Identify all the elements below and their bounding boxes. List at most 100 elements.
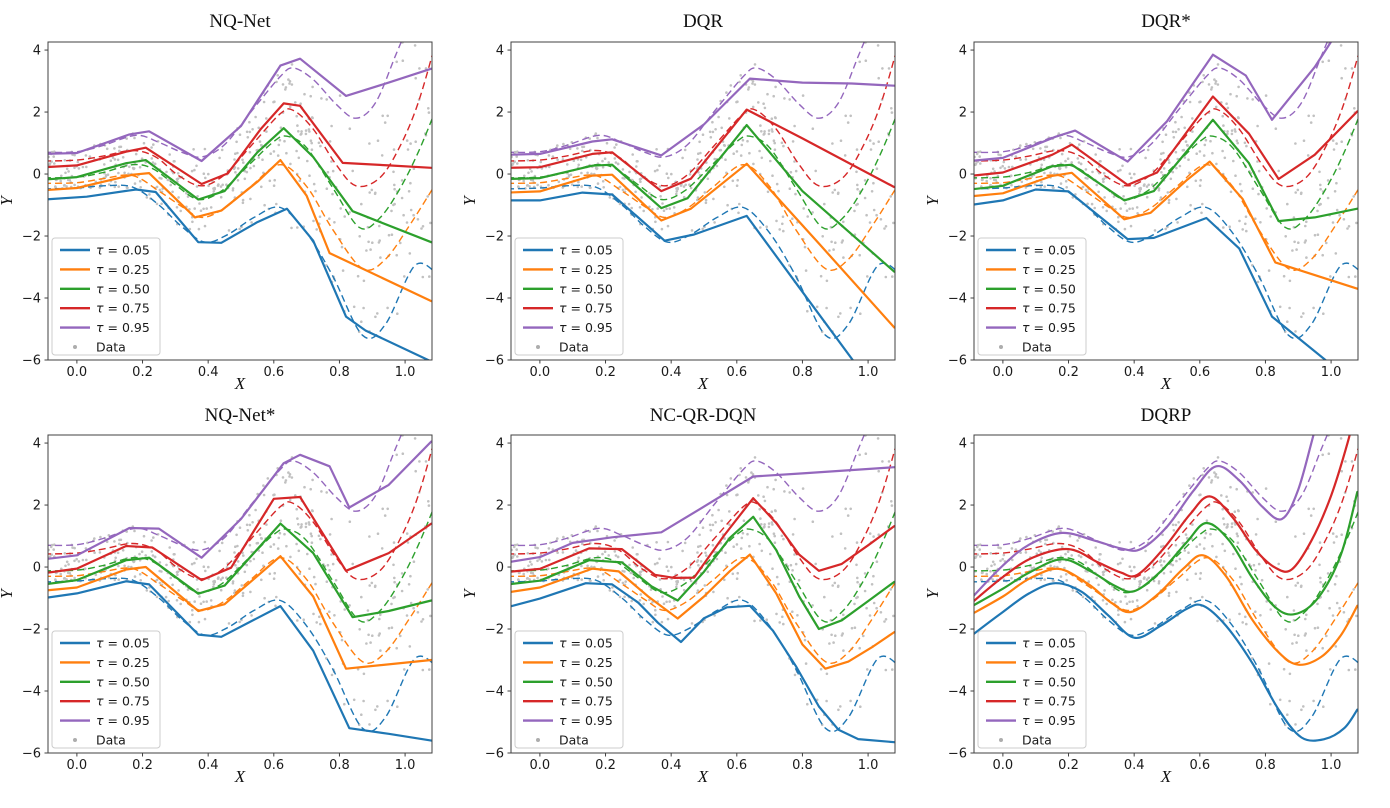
y-tick-label: −2 — [22, 623, 41, 638]
legend-label-data: Data — [1022, 340, 1052, 355]
y-tick-label: 2 — [959, 106, 967, 121]
x-tick-label: 0.4 — [661, 365, 682, 380]
x-axis-label: X — [697, 374, 709, 393]
panel-nq-net: NQ-Net 0.0 0.2 0.4 0.6 0.8 1.0 4 2 0 −2 −4 −6 X Yτ = 0… — [0, 11, 433, 393]
data-points — [511, 435, 895, 727]
true-line-q75 — [48, 53, 432, 188]
legend-label-q75: τ = 0.75 — [559, 694, 613, 709]
y-axis: 4 2 0 −2 −4 −6 — [485, 437, 511, 762]
x-tick-label: 0.6 — [1189, 758, 1210, 773]
x-tick-label: 0.8 — [792, 365, 813, 380]
panel-title: DQR* — [1141, 11, 1191, 32]
x-tick-label: 1.0 — [1321, 365, 1342, 380]
legend-label-q75: τ = 0.75 — [1022, 301, 1076, 316]
legend-label-q25: τ = 0.25 — [559, 262, 613, 277]
y-tick-label: 0 — [959, 168, 967, 183]
fitted-quantile-curves — [974, 42, 1358, 360]
y-tick-label: 4 — [33, 44, 41, 59]
fitted-line-q75 — [48, 495, 432, 582]
true-line-q95 — [511, 42, 865, 158]
x-tick-label: 0.2 — [595, 758, 616, 773]
axes-spines — [47, 434, 433, 754]
fitted-line-q25 — [974, 554, 1358, 666]
y-tick-label: 2 — [33, 106, 41, 121]
y-axis-label: Y — [926, 195, 942, 206]
true-line-q05 — [974, 577, 1358, 733]
x-tick-label: 0.0 — [530, 758, 551, 773]
fitted-line-q95 — [48, 440, 432, 560]
fitted-quantile-curves — [48, 440, 432, 742]
legend-label-q95: τ = 0.95 — [559, 713, 613, 728]
fitted-line-q95 — [974, 435, 1315, 598]
fitted-line-q95 — [511, 77, 895, 157]
x-tick-label: 0.0 — [993, 365, 1014, 380]
y-tick-label: −6 — [22, 747, 41, 762]
legend: τ = 0.05 τ = 0.25 τ = 0.50 τ = 0.75 τ = 0.95… — [514, 237, 624, 356]
legend-label-data: Data — [1022, 733, 1052, 748]
x-tick-label: 0.6 — [726, 758, 747, 773]
y-tick-label: 4 — [33, 437, 41, 452]
x-tick-label: 0.8 — [329, 365, 350, 380]
fitted-line-q25 — [48, 555, 432, 670]
legend-label-q95: τ = 0.95 — [96, 713, 150, 728]
x-axis: 0.0 0.2 0.4 0.6 0.8 1.0 — [993, 753, 1341, 773]
true-line-q25 — [48, 556, 432, 664]
x-tick-label: 0.8 — [1255, 365, 1276, 380]
y-tick-label: 4 — [959, 44, 967, 59]
true-line-q95 — [511, 435, 865, 551]
x-axis-label: X — [1160, 374, 1172, 393]
legend-label-data: Data — [559, 340, 589, 355]
x-tick-label: 1.0 — [395, 758, 416, 773]
panel-dqrp: DQRP 0.0 0.2 0.4 0.6 0.8 1.0 4 2 0 −2 −4 −6 X Yτ = 0.0… — [926, 405, 1359, 786]
panel-title: DQR — [683, 11, 723, 32]
legend-label-q75: τ = 0.75 — [1022, 694, 1076, 709]
y-axis: 4 2 0 −2 −4 −6 — [22, 44, 48, 369]
x-tick-label: 0.2 — [132, 758, 153, 773]
x-tick-label: 0.4 — [1124, 365, 1145, 380]
legend-marker-data — [73, 738, 77, 742]
y-tick-label: −6 — [485, 354, 504, 369]
true-line-q75 — [974, 446, 1358, 581]
x-tick-label: 0.4 — [198, 365, 219, 380]
y-tick-label: −2 — [948, 623, 967, 638]
x-tick-label: 0.0 — [993, 758, 1014, 773]
legend-marker-data — [73, 345, 77, 349]
legend-label-q75: τ = 0.75 — [96, 301, 150, 316]
legend-label-q75: τ = 0.75 — [559, 301, 613, 316]
y-tick-label: −4 — [22, 685, 41, 700]
fitted-line-q50 — [511, 124, 895, 273]
legend-label-data: Data — [96, 733, 126, 748]
true-line-q25 — [511, 163, 895, 271]
x-axis-label: X — [697, 767, 709, 786]
legend-label-q50: τ = 0.50 — [1022, 281, 1076, 296]
x-tick-label: 0.0 — [530, 365, 551, 380]
axes-spines — [510, 41, 896, 361]
x-axis: 0.0 0.2 0.4 0.6 0.8 1.0 — [67, 753, 416, 773]
data-points — [974, 42, 1358, 334]
legend-label-q25: τ = 0.25 — [1022, 655, 1076, 670]
fitted-line-q25 — [511, 162, 895, 329]
x-axis-label: X — [234, 767, 246, 786]
x-tick-label: 1.0 — [858, 758, 879, 773]
legend-label-q50: τ = 0.50 — [96, 674, 150, 689]
panel-nc-qr-dqn: NC-QR-DQN 0.0 0.2 0.4 0.6 0.8 1.0 4 2 0 −2 −4 −6 X Yτ … — [463, 405, 896, 786]
legend-label-q25: τ = 0.25 — [96, 262, 150, 277]
panel-title: NC-QR-DQN — [650, 405, 757, 426]
legend-box — [977, 237, 1087, 356]
x-tick-label: 0.8 — [1255, 758, 1276, 773]
y-tick-label: 0 — [33, 561, 41, 576]
true-line-q95 — [974, 435, 1328, 551]
fitted-line-q05 — [974, 188, 1328, 360]
legend-label-q05: τ = 0.05 — [559, 243, 613, 258]
fitted-line-q05 — [48, 188, 431, 360]
x-tick-label: 0.4 — [198, 758, 219, 773]
axes-spines — [47, 41, 433, 361]
x-tick-label: 0.2 — [595, 365, 616, 380]
y-tick-label: 2 — [959, 499, 967, 514]
y-tick-label: 0 — [496, 168, 504, 183]
fitted-line-q05 — [974, 582, 1358, 742]
y-axis: 4 2 0 −2 −4 −6 — [948, 44, 974, 369]
legend-label-data: Data — [96, 340, 126, 355]
x-tick-label: 0.0 — [67, 758, 88, 773]
